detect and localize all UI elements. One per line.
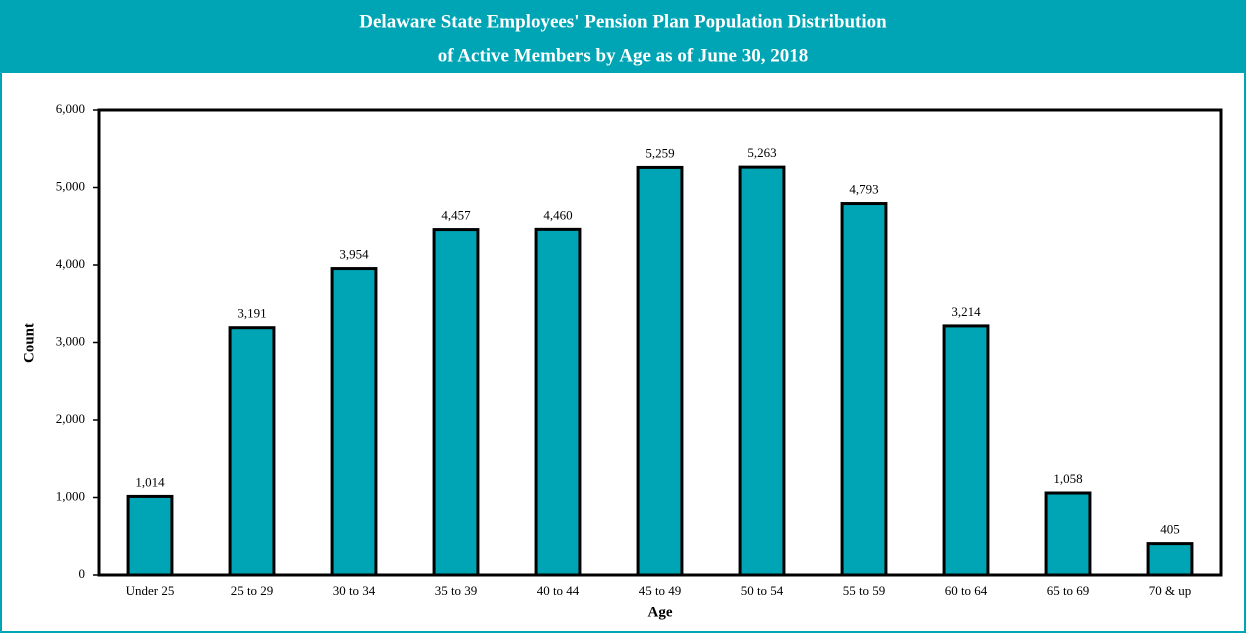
bar bbox=[228, 326, 276, 577]
y-axis-title: Count bbox=[21, 323, 37, 363]
y-tick-label: 3,000 bbox=[56, 333, 85, 348]
x-tick-label: Under 25 bbox=[126, 583, 175, 598]
x-tick-label: 55 to 59 bbox=[843, 583, 886, 598]
data-label: 3,954 bbox=[339, 247, 369, 262]
data-label: 1,014 bbox=[135, 474, 165, 489]
data-label: 3,214 bbox=[951, 304, 981, 319]
bar bbox=[126, 494, 174, 577]
bar bbox=[738, 165, 786, 577]
x-tick-label: 30 to 34 bbox=[333, 583, 376, 598]
data-label: 3,191 bbox=[237, 306, 266, 321]
x-tick-label: 25 to 29 bbox=[231, 583, 274, 598]
bar bbox=[636, 165, 684, 577]
y-tick-label: 2,000 bbox=[56, 411, 85, 426]
bar bbox=[330, 267, 378, 577]
title-banner bbox=[0, 0, 1246, 73]
x-tick-label: 40 to 44 bbox=[537, 583, 580, 598]
bar bbox=[840, 202, 888, 577]
data-label: 405 bbox=[1160, 522, 1180, 537]
data-label: 5,259 bbox=[645, 145, 674, 160]
x-tick-label: 70 & up bbox=[1149, 583, 1192, 598]
x-tick-label: 35 to 39 bbox=[435, 583, 478, 598]
y-tick-label: 0 bbox=[79, 566, 86, 581]
bar bbox=[942, 324, 990, 577]
y-tick-label: 5,000 bbox=[56, 178, 85, 193]
data-label: 5,263 bbox=[747, 145, 776, 160]
x-tick-label: 45 to 49 bbox=[639, 583, 682, 598]
data-label: 4,793 bbox=[849, 182, 878, 197]
bar bbox=[432, 228, 480, 577]
x-tick-label: 50 to 54 bbox=[741, 583, 784, 598]
x-tick-label: 60 to 64 bbox=[945, 583, 988, 598]
y-tick-label: 6,000 bbox=[56, 101, 85, 116]
y-tick-label: 4,000 bbox=[56, 256, 85, 271]
x-axis-title: Age bbox=[648, 604, 673, 620]
data-label: 1,058 bbox=[1053, 471, 1082, 486]
chart-title: Delaware State Employees' Pension Plan P… bbox=[359, 11, 887, 32]
plot-border bbox=[97, 108, 1223, 577]
bar bbox=[1044, 491, 1092, 577]
data-label: 4,460 bbox=[543, 207, 572, 222]
data-label: 4,457 bbox=[441, 208, 471, 223]
y-tick-label: 1,000 bbox=[56, 488, 85, 503]
chart-title: of Active Members by Age as of June 30, … bbox=[438, 45, 808, 66]
x-tick-label: 65 to 69 bbox=[1047, 583, 1090, 598]
bar bbox=[534, 227, 582, 577]
bar bbox=[1146, 542, 1194, 577]
